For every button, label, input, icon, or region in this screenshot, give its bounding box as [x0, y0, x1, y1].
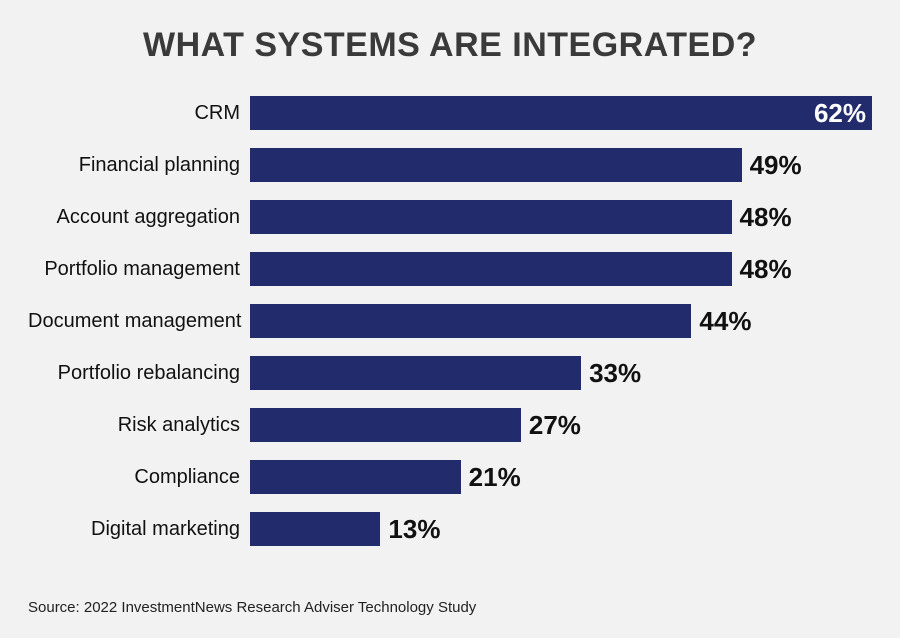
bar-track: 49%: [250, 148, 872, 182]
category-label: Digital marketing: [28, 518, 250, 541]
bar: [250, 200, 732, 234]
bar-row: Portfolio rebalancing 33%: [28, 347, 872, 399]
value-label: 48%: [732, 200, 792, 234]
category-label: Account aggregation: [28, 206, 250, 229]
value-label: 62%: [814, 96, 866, 130]
category-label: Compliance: [28, 466, 250, 489]
category-label: Document management: [28, 310, 250, 333]
chart-source: Source: 2022 InvestmentNews Research Adv…: [28, 599, 476, 616]
bar: 62%: [250, 96, 872, 130]
bar-row: Portfolio management 48%: [28, 243, 872, 295]
value-label: 13%: [380, 512, 440, 546]
value-label: 21%: [461, 460, 521, 494]
chart-frame: WHAT SYSTEMS ARE INTEGRATED? CRM 62% Finan…: [0, 0, 900, 638]
category-label: Financial planning: [28, 154, 250, 177]
bar-track: 62%: [250, 96, 872, 130]
category-label: Portfolio management: [28, 258, 250, 281]
bar-track: 33%: [250, 356, 872, 390]
bar: [250, 460, 461, 494]
bar: [250, 512, 380, 546]
bar-row: Document management 44%: [28, 295, 872, 347]
bar-row: Account aggregation 48%: [28, 191, 872, 243]
bar-row: Digital marketing 13%: [28, 503, 872, 555]
value-label: 44%: [691, 304, 751, 338]
bar-track: 13%: [250, 512, 872, 546]
bar-track: 21%: [250, 460, 872, 494]
value-label: 33%: [581, 356, 641, 390]
bar-row: Compliance 21%: [28, 451, 872, 503]
value-label: 48%: [732, 252, 792, 286]
bar: [250, 148, 742, 182]
bar: [250, 304, 691, 338]
bar-track: 48%: [250, 200, 872, 234]
category-label: Portfolio rebalancing: [28, 362, 250, 385]
bar: [250, 252, 732, 286]
chart-title: WHAT SYSTEMS ARE INTEGRATED?: [28, 26, 872, 65]
bar: [250, 408, 521, 442]
value-label: 27%: [521, 408, 581, 442]
category-label: CRM: [28, 102, 250, 125]
bar-chart: CRM 62% Financial planning 49% Account aggre…: [28, 87, 872, 555]
bar-row: Risk analytics 27%: [28, 399, 872, 451]
bar-row: Financial planning 49%: [28, 139, 872, 191]
category-label: Risk analytics: [28, 414, 250, 437]
bar: [250, 356, 581, 390]
bar-track: 27%: [250, 408, 872, 442]
bar-row: CRM 62%: [28, 87, 872, 139]
value-label: 49%: [742, 148, 802, 182]
bar-track: 44%: [250, 304, 872, 338]
bar-track: 48%: [250, 252, 872, 286]
